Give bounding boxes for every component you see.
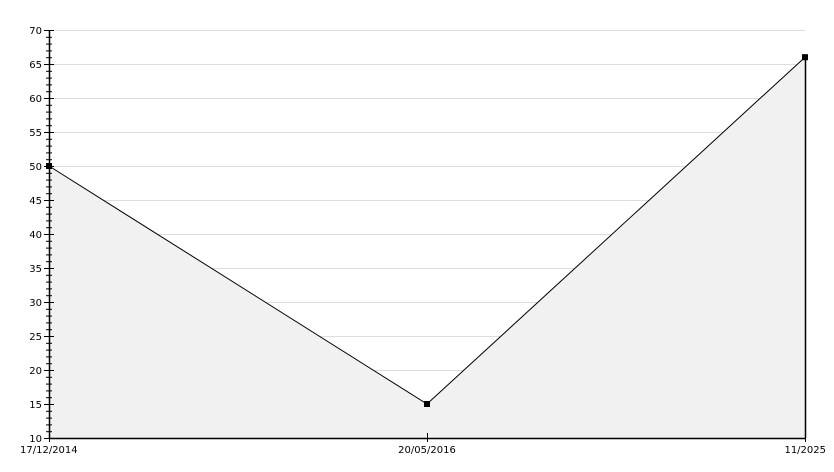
x-tick-label: 17/12/2014 bbox=[20, 445, 78, 456]
y-tick-label: 50 bbox=[29, 162, 42, 173]
y-tick-label: 60 bbox=[29, 94, 42, 105]
y-tick-label: 30 bbox=[29, 298, 42, 309]
x-tick-label: 20/05/2016 bbox=[398, 445, 456, 456]
area-fill bbox=[49, 57, 805, 438]
y-tick-label: 70 bbox=[29, 26, 42, 37]
y-tick-label: 65 bbox=[29, 60, 42, 71]
y-tick-label: 45 bbox=[29, 196, 42, 207]
y-tick-label: 55 bbox=[29, 128, 42, 139]
y-tick-label: 20 bbox=[29, 366, 42, 377]
y-tick-label: 40 bbox=[29, 230, 42, 241]
y-tick-label: 10 bbox=[29, 434, 42, 445]
data-point bbox=[424, 401, 430, 407]
data-point bbox=[46, 163, 52, 169]
x-tick-label: 11/2025 bbox=[784, 445, 826, 456]
y-tick-label: 15 bbox=[29, 400, 42, 411]
data-point bbox=[802, 54, 808, 61]
y-tick-label: 25 bbox=[29, 332, 42, 343]
y-tick-label: 35 bbox=[29, 264, 42, 275]
